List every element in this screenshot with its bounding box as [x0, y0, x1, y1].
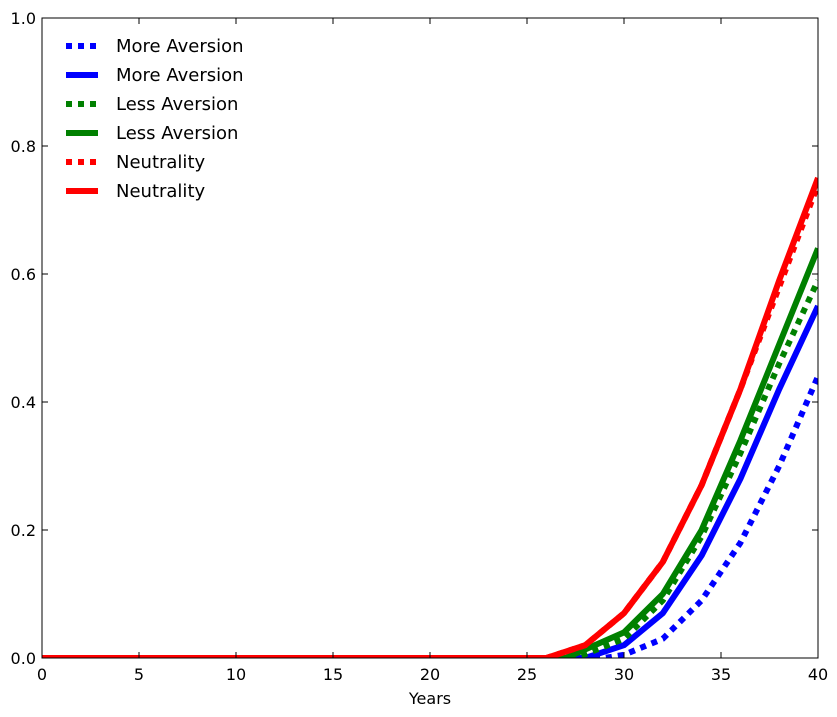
legend-label: More Aversion: [116, 65, 244, 86]
series-line-6: [42, 176, 818, 658]
plot-area: [42, 176, 818, 658]
legend-label: Less Aversion: [116, 94, 238, 115]
series-line-4: [42, 247, 818, 658]
series-line-3: [42, 279, 818, 658]
legend-label: Less Aversion: [116, 123, 238, 144]
y-tick-label: 1.0: [11, 9, 36, 28]
y-tick-label: 0.2: [11, 521, 36, 540]
y-tick-label: 0.8: [11, 137, 36, 156]
legend-label: Neutrality: [116, 181, 205, 202]
legend: More Aversion More Aversion Less Aversion L…: [66, 36, 244, 202]
x-tick-label: 35: [711, 665, 731, 684]
y-tick-label: 0.6: [11, 265, 36, 284]
x-axis-label: Years: [408, 689, 451, 708]
legend-label: More Aversion: [116, 36, 244, 57]
x-tick-label: 0: [37, 665, 47, 684]
series-line-2: [42, 304, 818, 658]
x-tick-label: 15: [323, 665, 343, 684]
y-tick-label: 0.0: [11, 649, 36, 668]
series-line-1: [42, 375, 818, 658]
axes: 0 5 10 15 20 25 30 35 40 0.0 0.2 0.4 0.6 0.8 1.0: [11, 9, 829, 684]
x-tick-label: 20: [420, 665, 440, 684]
legend-label: Neutrality: [116, 152, 205, 173]
x-tick-label: 25: [517, 665, 537, 684]
series-line-5: [42, 183, 818, 658]
x-tick-label: 10: [226, 665, 246, 684]
y-tick-label: 0.4: [11, 393, 36, 412]
x-tick-label: 40: [808, 665, 828, 684]
x-tick-label: 5: [134, 665, 144, 684]
x-tick-label: 30: [614, 665, 634, 684]
